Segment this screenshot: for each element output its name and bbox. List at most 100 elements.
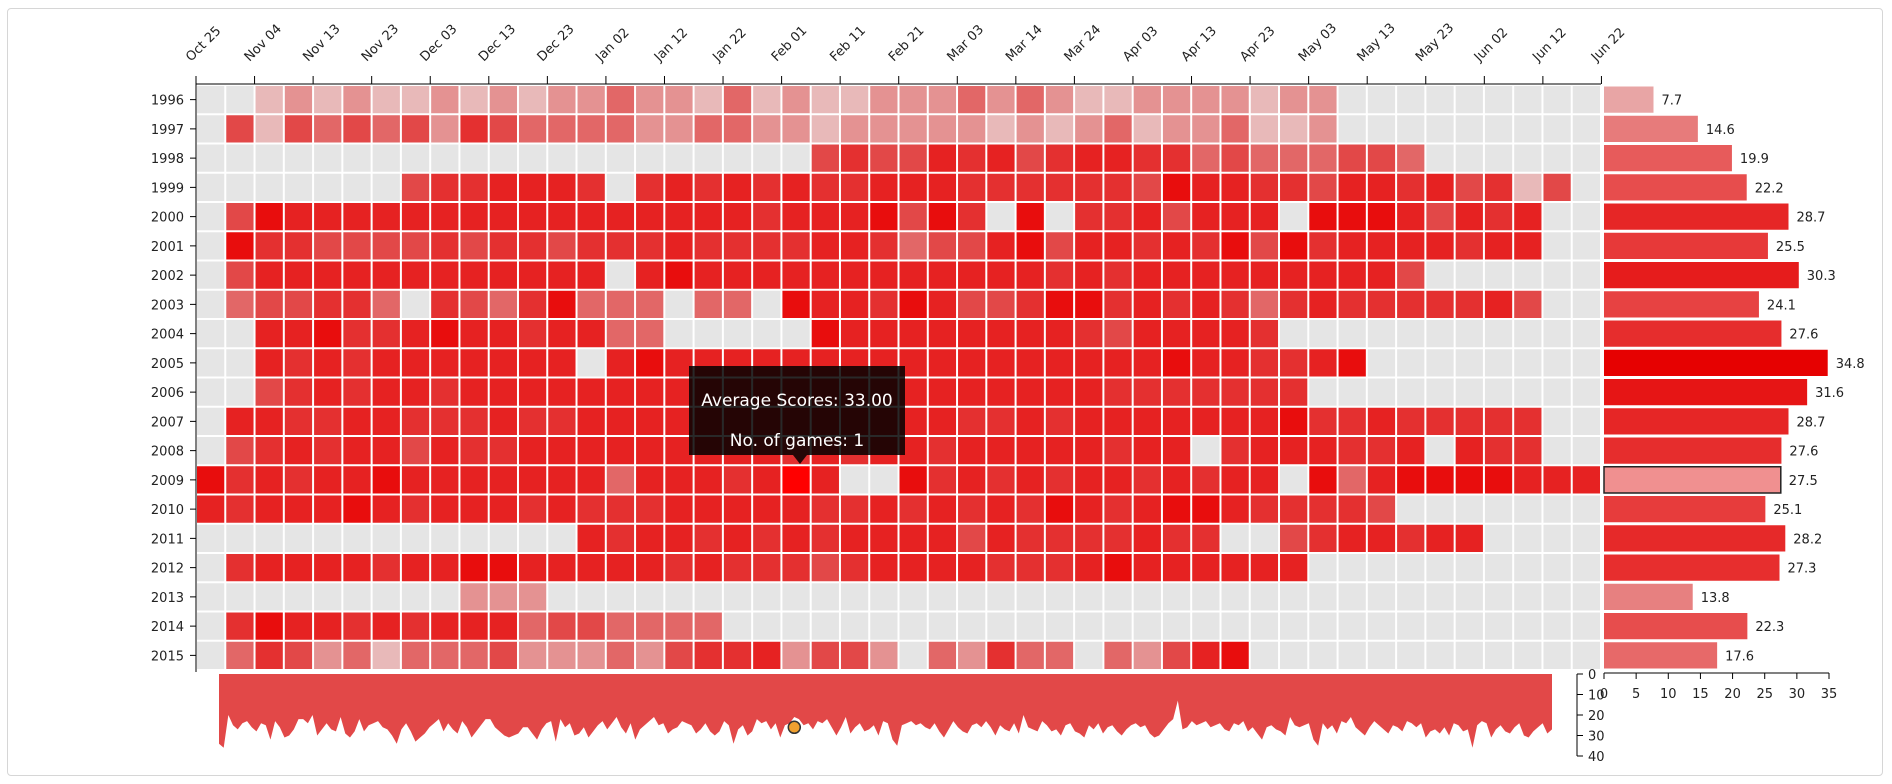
heatmap-cell[interactable] [1514,495,1542,523]
heatmap-cell[interactable] [840,554,869,582]
heatmap-cell[interactable] [1309,290,1337,318]
heatmap-cell[interactable] [753,320,781,348]
heatmap-cell[interactable] [548,437,576,465]
heatmap-cell[interactable] [1543,203,1571,231]
average-bar[interactable] [1604,232,1768,259]
heatmap-cell[interactable] [343,349,371,377]
heatmap-cell[interactable] [1572,290,1600,318]
heatmap-cell[interactable] [1250,115,1279,143]
heatmap-cell[interactable] [460,144,488,172]
heatmap-cell[interactable] [606,144,635,172]
heatmap-cell[interactable] [606,349,635,377]
heatmap-cell[interactable] [840,612,869,640]
heatmap-cell[interactable] [665,524,693,552]
heatmap-cell[interactable] [958,583,986,611]
heatmap-cell[interactable] [460,641,488,669]
heatmap-cell[interactable] [1572,554,1600,582]
heatmap-cell[interactable] [1133,378,1161,406]
heatmap-cell[interactable] [1162,320,1191,348]
heatmap-cell[interactable] [1426,524,1454,552]
heatmap-cell[interactable] [431,554,459,582]
heatmap-cell[interactable] [987,232,1015,260]
heatmap-cell[interactable] [489,349,517,377]
heatmap-cell[interactable] [636,290,664,318]
heatmap-cell[interactable] [1192,437,1220,465]
heatmap-cell[interactable] [197,86,225,114]
heatmap-cell[interactable] [606,583,635,611]
heatmap-cell[interactable] [1104,495,1132,523]
heatmap-cell[interactable] [753,583,781,611]
heatmap-cell[interactable] [577,173,605,201]
heatmap-cell[interactable] [1543,173,1571,201]
heatmap-cell[interactable] [1484,378,1513,406]
heatmap-cell[interactable] [1338,641,1366,669]
heatmap-cell[interactable] [1045,407,1074,435]
heatmap-cell[interactable] [1572,349,1600,377]
heatmap-cell[interactable] [401,349,430,377]
average-bar[interactable] [1604,291,1759,318]
heatmap-cell[interactable] [899,203,927,231]
heatmap-cell[interactable] [255,378,283,406]
heatmap-cell[interactable] [899,495,927,523]
heatmap-cell[interactable] [197,320,225,348]
heatmap-cell[interactable] [314,641,342,669]
heatmap-cell[interactable] [987,86,1015,114]
heatmap-cell[interactable] [401,554,430,582]
heatmap-cell[interactable] [1221,261,1249,289]
heatmap-cell[interactable] [284,641,313,669]
average-bar[interactable] [1604,349,1828,376]
heatmap-cell[interactable] [1075,349,1103,377]
heatmap-cell[interactable] [1221,641,1249,669]
heatmap-cell[interactable] [314,612,342,640]
heatmap-cell[interactable] [1309,407,1337,435]
heatmap-cell[interactable] [1104,144,1132,172]
heatmap-cell[interactable] [577,466,605,494]
average-bar[interactable] [1604,174,1747,201]
heatmap-cell[interactable] [226,349,254,377]
heatmap-cell[interactable] [314,524,342,552]
heatmap-cell[interactable] [1367,437,1396,465]
heatmap-cell[interactable] [431,466,459,494]
heatmap-cell[interactable] [1426,203,1454,231]
heatmap-cell[interactable] [1075,554,1103,582]
heatmap-cell[interactable] [1016,144,1044,172]
heatmap-cell[interactable] [401,203,430,231]
heatmap-cell[interactable] [460,524,488,552]
heatmap-cell[interactable] [1016,612,1044,640]
heatmap-cell[interactable] [284,173,313,201]
heatmap-cell[interactable] [255,407,283,435]
heatmap-cell[interactable] [1514,232,1542,260]
heatmap-cell[interactable] [489,554,517,582]
heatmap-cell[interactable] [197,554,225,582]
heatmap-cell[interactable] [1280,554,1308,582]
heatmap-cell[interactable] [255,261,283,289]
heatmap-cell[interactable] [1514,261,1542,289]
heatmap-cell[interactable] [1016,320,1044,348]
heatmap-cell[interactable] [782,203,810,231]
heatmap-cell[interactable] [548,612,576,640]
heatmap-cell[interactable] [899,115,927,143]
heatmap-cell[interactable] [255,115,283,143]
heatmap-cell[interactable] [811,320,839,348]
heatmap-cell[interactable] [1250,232,1279,260]
heatmap-cell[interactable] [958,261,986,289]
heatmap-cell[interactable] [1338,115,1366,143]
heatmap-cell[interactable] [1045,495,1074,523]
heatmap-cell[interactable] [1455,554,1483,582]
heatmap-cell[interactable] [1075,495,1103,523]
heatmap-cell[interactable] [1133,407,1161,435]
heatmap-cell[interactable] [840,115,869,143]
heatmap-cell[interactable] [606,466,635,494]
heatmap-cell[interactable] [1397,612,1425,640]
heatmap-cell[interactable] [1543,349,1571,377]
heatmap-cell[interactable] [577,290,605,318]
heatmap-cell[interactable] [1455,583,1483,611]
heatmap-cell[interactable] [1133,173,1161,201]
heatmap-cell[interactable] [1338,144,1366,172]
heatmap-cell[interactable] [1104,378,1132,406]
heatmap-cell[interactable] [1221,466,1249,494]
heatmap-cell[interactable] [782,115,810,143]
heatmap-cell[interactable] [1514,349,1542,377]
heatmap-cell[interactable] [548,173,576,201]
heatmap-cell[interactable] [255,524,283,552]
